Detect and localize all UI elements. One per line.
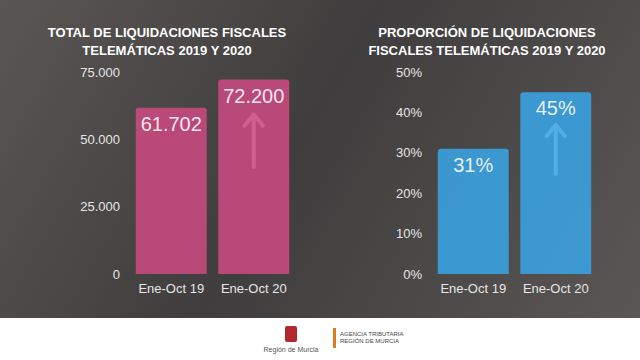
svg-text:AGENCIA TRIBUTARIA: AGENCIA TRIBUTARIA xyxy=(340,331,405,337)
svg-text:45%: 45% xyxy=(536,97,576,119)
svg-text:30%: 30% xyxy=(396,145,422,160)
svg-text:PROPORCIÓN DE LIQUIDACIONES: PROPORCIÓN DE LIQUIDACIONES xyxy=(378,25,596,40)
svg-text:25.000: 25.000 xyxy=(80,199,120,214)
svg-text:Ene-Oct 19: Ene-Oct 19 xyxy=(440,281,506,296)
svg-text:TOTAL DE LIQUIDACIONES FISCALE: TOTAL DE LIQUIDACIONES FISCALES xyxy=(48,25,287,40)
svg-text:FISCALES TELEMÁTICAS 2019 Y 20: FISCALES TELEMÁTICAS 2019 Y 2020 xyxy=(368,43,605,58)
svg-text:Ene-Oct 20: Ene-Oct 20 xyxy=(523,281,589,296)
svg-text:10%: 10% xyxy=(396,226,422,241)
svg-text:Región de Murcia: Región de Murcia xyxy=(264,346,319,354)
svg-text:61.702: 61.702 xyxy=(141,113,202,135)
svg-text:72.200: 72.200 xyxy=(223,85,284,107)
svg-text:50.000: 50.000 xyxy=(80,132,120,147)
svg-text:Ene-Oct 20: Ene-Oct 20 xyxy=(221,281,287,296)
svg-text:20%: 20% xyxy=(396,186,422,201)
svg-text:0: 0 xyxy=(113,267,120,282)
svg-text:TELEMÁTICAS 2019 Y 2020: TELEMÁTICAS 2019 Y 2020 xyxy=(82,43,251,58)
svg-text:31%: 31% xyxy=(453,154,493,176)
svg-text:Ene-Oct 19: Ene-Oct 19 xyxy=(138,281,204,296)
svg-text:0%: 0% xyxy=(403,267,422,282)
svg-text:50%: 50% xyxy=(396,65,422,80)
svg-text:40%: 40% xyxy=(396,105,422,120)
svg-text:75.000: 75.000 xyxy=(80,65,120,80)
svg-text:REGIÓN DE MURCIA: REGIÓN DE MURCIA xyxy=(340,338,399,344)
